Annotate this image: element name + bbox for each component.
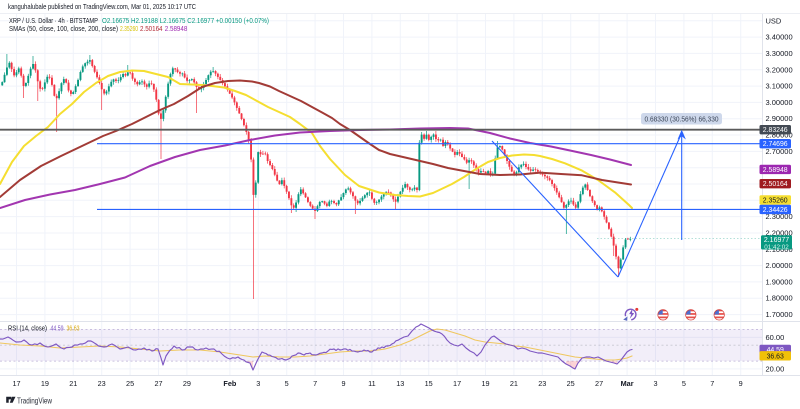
svg-text:23: 23 (98, 379, 106, 388)
svg-text:9: 9 (739, 379, 743, 388)
svg-text:2.34426: 2.34426 (763, 207, 788, 214)
svg-text:20.00: 20.00 (766, 364, 785, 373)
svg-text:2.58948: 2.58948 (763, 167, 788, 174)
svg-text:44.59: 44.59 (51, 326, 64, 333)
svg-text:17: 17 (453, 379, 461, 388)
svg-text:kanguhalubale published on Tra: kanguhalubale published on TradingView.c… (8, 2, 196, 11)
svg-text:3.40000: 3.40000 (766, 33, 793, 42)
svg-text:2.20000: 2.20000 (766, 229, 793, 238)
svg-text:2.00000: 2.00000 (766, 261, 793, 270)
svg-text:21: 21 (510, 379, 518, 388)
svg-text:7: 7 (710, 379, 714, 388)
svg-text:23: 23 (538, 379, 546, 388)
svg-text:2.90000: 2.90000 (766, 114, 793, 123)
svg-text:2.30000: 2.30000 (766, 212, 793, 221)
svg-text:3.20000: 3.20000 (766, 65, 793, 74)
svg-text:29: 29 (183, 379, 191, 388)
svg-text:1.70000: 1.70000 (766, 310, 793, 319)
svg-text:21: 21 (69, 379, 77, 388)
svg-text:Feb: Feb (223, 379, 237, 388)
svg-text:15: 15 (425, 379, 433, 388)
svg-text:19: 19 (41, 379, 49, 388)
svg-text:5: 5 (682, 379, 686, 388)
svg-text:13: 13 (396, 379, 404, 388)
svg-text:SMAs (50, close, 100, close, 2: SMAs (50, close, 100, close, 200, close) (9, 24, 118, 33)
svg-text:2.16977: 2.16977 (764, 237, 789, 244)
svg-text:RSI (14, close): RSI (14, close) (8, 326, 47, 333)
svg-text:27: 27 (154, 379, 162, 388)
svg-text:2.70000: 2.70000 (766, 147, 793, 156)
svg-text:9: 9 (341, 379, 345, 388)
svg-text:2.50164: 2.50164 (140, 24, 163, 33)
svg-text:2.35260: 2.35260 (763, 198, 788, 205)
svg-text:1.80000: 1.80000 (766, 294, 793, 303)
svg-text:17: 17 (12, 379, 20, 388)
svg-text:5: 5 (285, 379, 289, 388)
svg-text:3: 3 (256, 379, 260, 388)
svg-text:2.50164: 2.50164 (763, 181, 788, 188)
svg-text:2.80000: 2.80000 (766, 131, 793, 140)
svg-text:19: 19 (481, 379, 489, 388)
svg-text:1.90000: 1.90000 (766, 277, 793, 286)
svg-text:01:42:02: 01:42:02 (764, 244, 789, 251)
svg-text:7: 7 (313, 379, 317, 388)
svg-text:2.83246: 2.83246 (763, 127, 788, 134)
svg-text:11: 11 (368, 379, 376, 388)
svg-text:44.59: 44.59 (767, 347, 784, 354)
svg-text:36.63: 36.63 (67, 326, 80, 333)
svg-text:3.10000: 3.10000 (766, 82, 793, 91)
svg-text:3.30000: 3.30000 (766, 49, 793, 58)
svg-text:XRP / U.S. Dollar · 4h · BITST: XRP / U.S. Dollar · 4h · BITSTAMP (9, 16, 98, 25)
svg-text:O2.16675 H2.19188 L2.16675 C2.: O2.16675 H2.19188 L2.16675 C2.16977 +0.0… (102, 16, 269, 25)
svg-text:25: 25 (126, 379, 134, 388)
svg-text:60.00: 60.00 (766, 333, 785, 342)
svg-text:2.74696: 2.74696 (763, 141, 788, 148)
svg-text:2.58948: 2.58948 (165, 24, 188, 33)
svg-text:25: 25 (567, 379, 575, 388)
svg-text:36.63: 36.63 (767, 353, 784, 360)
svg-text:Mar: Mar (621, 379, 634, 388)
svg-text:TradingView: TradingView (17, 396, 52, 405)
svg-text:3: 3 (653, 379, 657, 388)
svg-text:2.35260: 2.35260 (120, 24, 138, 33)
svg-text:USD: USD (766, 16, 782, 25)
svg-text:0.68330 (30.56%) 66,330: 0.68330 (30.56%) 66,330 (645, 117, 719, 124)
svg-text:3.00000: 3.00000 (766, 98, 793, 107)
svg-text:27: 27 (595, 379, 603, 388)
